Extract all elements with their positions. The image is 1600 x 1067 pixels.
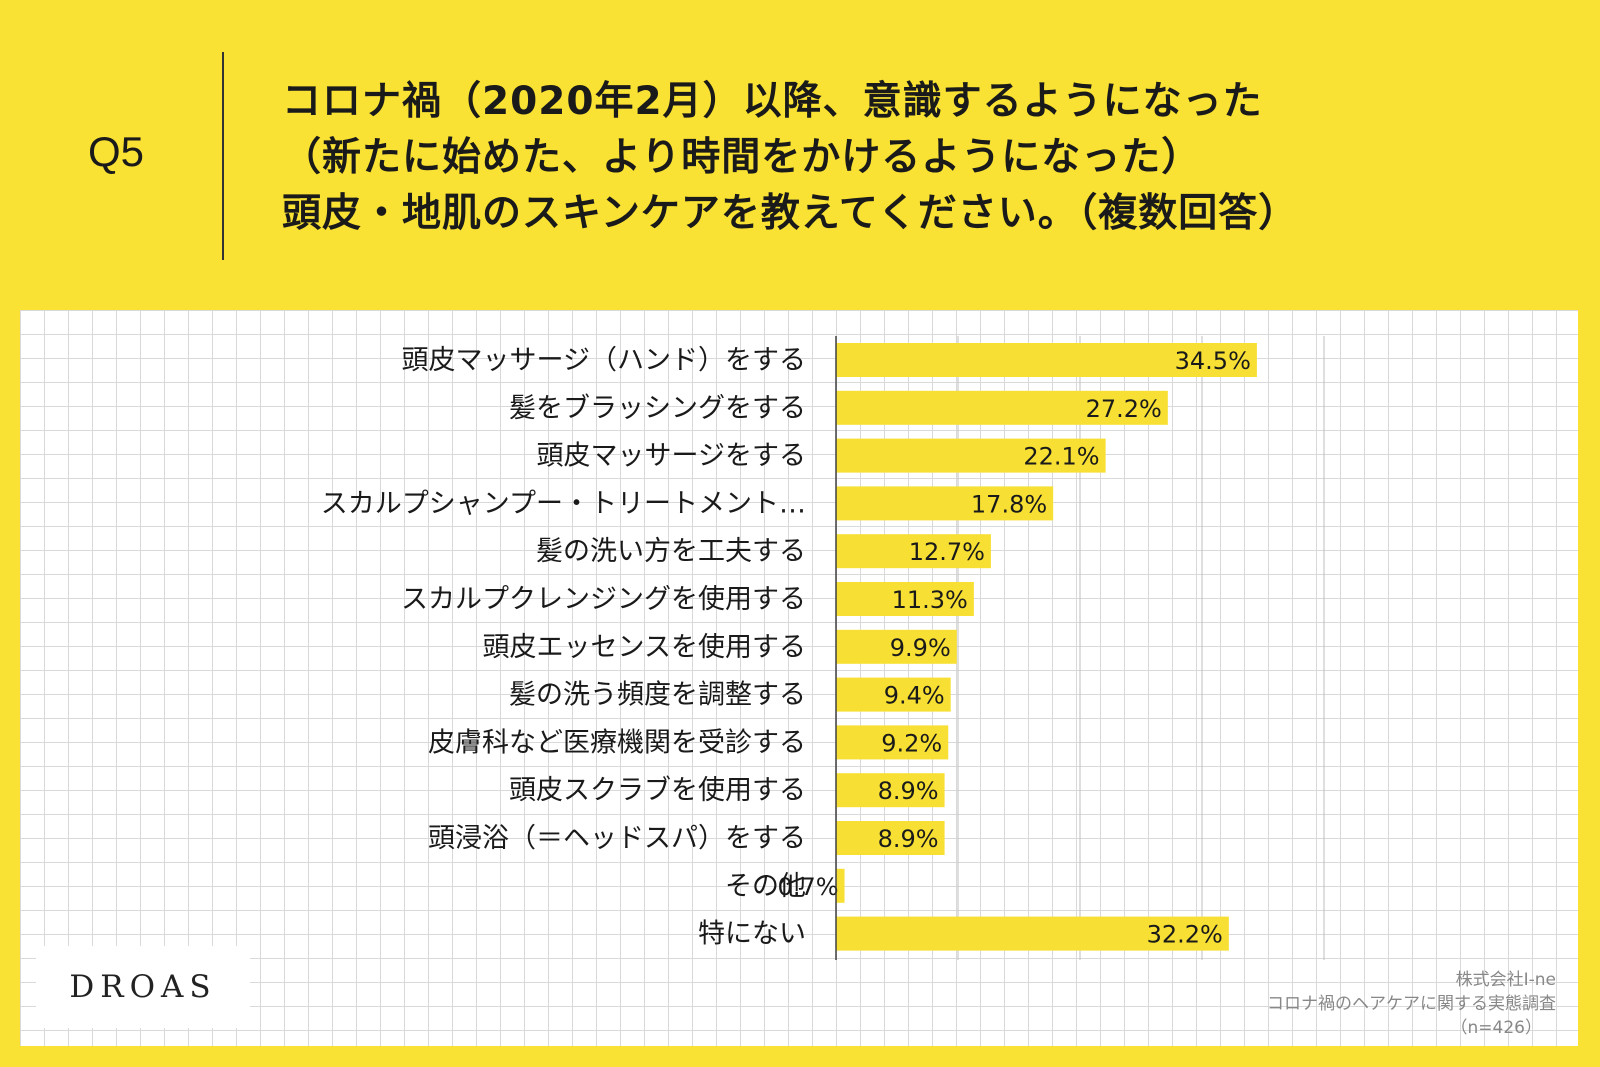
data-label: 12.7%	[909, 538, 985, 566]
bar	[836, 486, 1054, 521]
bar	[836, 916, 1229, 951]
bar	[836, 343, 1257, 377]
category-label: スカルプクレンジングを使用する	[401, 584, 806, 615]
bar	[836, 868, 845, 903]
category-label: 髪をブラッシングをする	[509, 393, 806, 424]
bar	[836, 438, 1106, 473]
category-label: その他	[725, 871, 806, 902]
category-label: 頭皮マッサージをする	[537, 441, 806, 472]
question-number: Q5	[88, 128, 145, 175]
droas-logo: DROAS	[69, 969, 217, 1005]
question-divider	[222, 52, 224, 260]
source-sample-size: （n=426）	[1450, 1018, 1542, 1038]
category-label: 頭皮マッサージ（ハンド）をする	[402, 345, 806, 376]
chart-panel: 34.5% 頭皮マッサージ（ハンド）をする 27.2% 髪をブラッシングをする 22.1…	[20, 310, 1578, 1046]
question-line-3: 頭皮・地肌のスキンケアを教えてください。（複数回答）	[282, 191, 1299, 236]
bar	[836, 629, 957, 664]
bar	[836, 677, 951, 712]
data-label: 9.9%	[890, 634, 951, 662]
category-label: 頭皮スクラブを使用する	[509, 775, 806, 806]
category-label: 髪の洗い方を工夫する	[536, 536, 806, 567]
data-label: 0.7%	[778, 873, 839, 901]
category-label: 頭皮エッセンスを使用する	[483, 632, 806, 663]
category-label: 髪の洗う頻度を調整する	[509, 680, 806, 711]
question-line-2: （新たに始めた、より時間をかけるようになった）	[282, 135, 1202, 180]
data-label: 11.3%	[892, 586, 968, 614]
data-label: 8.9%	[878, 777, 939, 805]
category-label: 頭浸浴（＝ヘッドスパ）をする	[428, 823, 806, 854]
question-text: コロナ禍（2020年2月）以降、意識するようになった （新たに始めた、より時間を…	[282, 74, 1572, 242]
category-label: 特にない	[698, 919, 806, 950]
data-label: 9.2%	[881, 729, 942, 757]
source-survey: コロナ禍のヘアケアに関する実態調査	[1267, 994, 1556, 1014]
data-label: 8.9%	[878, 825, 939, 853]
data-label: 17.8%	[971, 490, 1047, 518]
category-label: スカルプシャンプー・トリートメント…	[321, 488, 806, 519]
bar	[836, 725, 949, 760]
bar	[836, 582, 974, 616]
category-label: 皮膚科など医療機関を受診する	[428, 727, 806, 758]
bar-chart: 34.5% 頭皮マッサージ（ハンド）をする 27.2% 髪をブラッシングをする 22.1…	[321, 336, 1325, 960]
data-label: 34.5%	[1175, 347, 1251, 375]
data-label: 9.4%	[884, 682, 945, 710]
bar	[836, 821, 945, 855]
logo-box: DROAS	[36, 946, 250, 1028]
question-line-1: コロナ禍（2020年2月）以降、意識するようになった	[282, 79, 1263, 124]
bar	[836, 390, 1168, 425]
data-label: 32.2%	[1147, 921, 1223, 949]
data-label: 22.1%	[1023, 443, 1099, 471]
data-label: 27.2%	[1086, 395, 1162, 423]
bar	[836, 773, 945, 808]
source-credit: 株式会社I-ne コロナ禍のヘアケアに関する実態調査 （n=426）	[1267, 968, 1556, 1040]
bar	[836, 534, 991, 569]
source-company: 株式会社I-ne	[1455, 970, 1556, 990]
